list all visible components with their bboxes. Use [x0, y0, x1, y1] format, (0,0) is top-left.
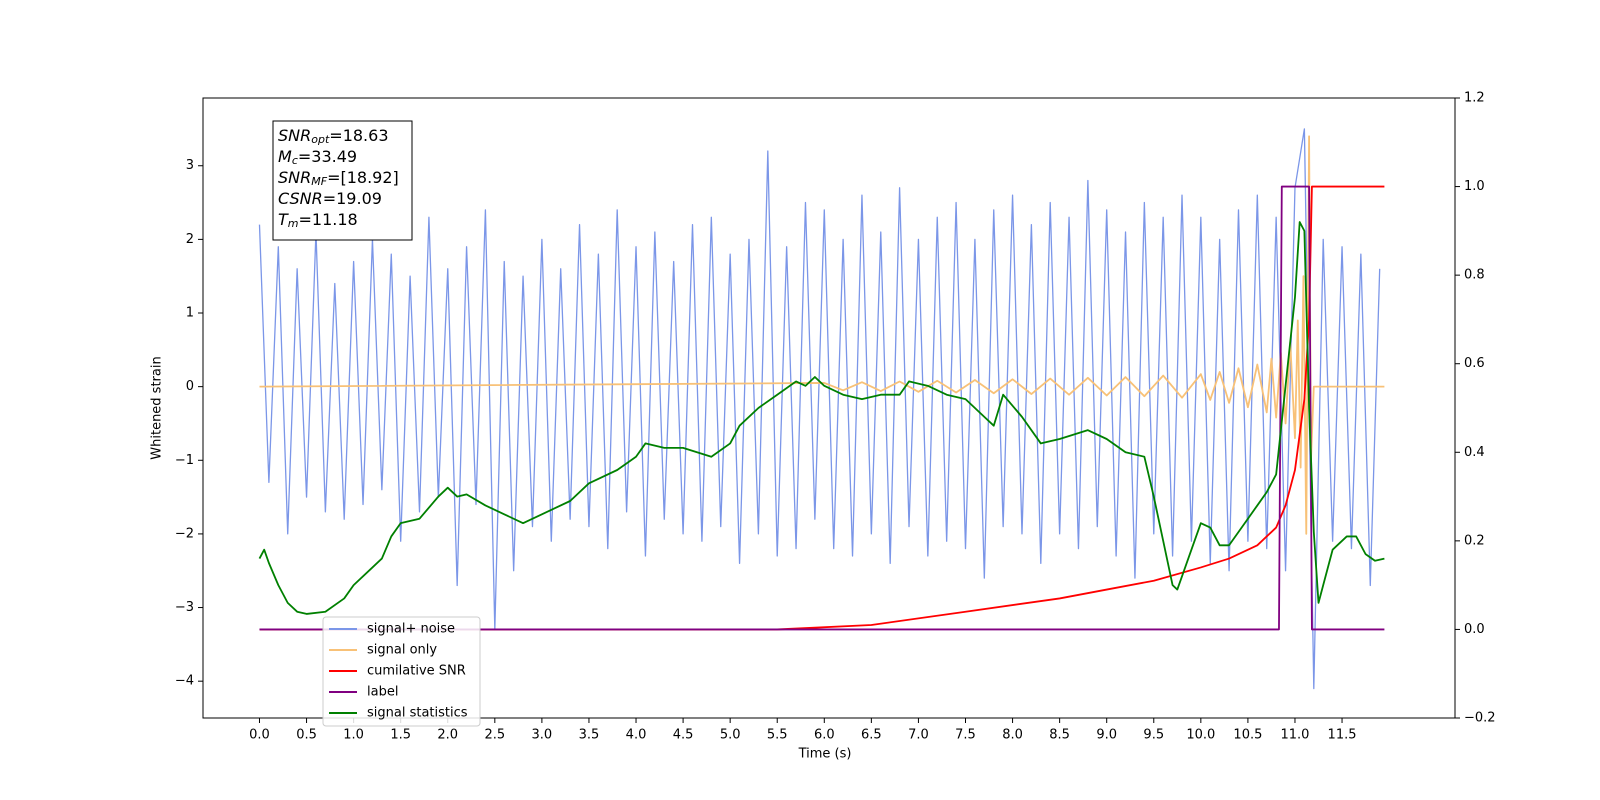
x-tick-label: 4.5	[673, 728, 694, 743]
x-tick-label: 6.0	[814, 728, 835, 743]
x-tick-label: 1.5	[390, 728, 411, 743]
annotation-symbol: SNR	[278, 168, 311, 187]
x-tick-label: 3.0	[532, 728, 553, 743]
annotation-line: Tm=11.18	[278, 210, 358, 231]
annotation-symbol: SNR	[278, 126, 311, 145]
x-tick-label: 11.5	[1328, 728, 1357, 743]
y2-tick-label: 0.8	[1464, 268, 1485, 283]
annotation-line: Mc=33.49	[278, 147, 357, 168]
x-tick-label: 5.0	[720, 728, 741, 743]
x-tick-label: 7.0	[908, 728, 929, 743]
x-tick-label: 11.0	[1280, 728, 1309, 743]
x-tick-label: 3.5	[579, 728, 600, 743]
x-tick-label: 4.0	[626, 728, 647, 743]
y2-tick-label: 1.0	[1464, 179, 1485, 194]
x-tick-label: 7.5	[955, 728, 976, 743]
annotation-subscript: m	[288, 217, 299, 230]
annotation-symbol: M	[278, 147, 292, 166]
x-tick-label: 10.5	[1233, 728, 1262, 743]
annotation-value: =18.63	[329, 126, 388, 145]
x-tick-label: 8.0	[1002, 728, 1023, 743]
x-tick-label: 0.5	[296, 728, 317, 743]
x-tick-label: 8.5	[1049, 728, 1070, 743]
y-tick-label: −4	[175, 674, 194, 689]
x-tick-label: 0.0	[249, 728, 270, 743]
annotation-subscript: opt	[311, 133, 330, 146]
x-tick-label: 6.5	[861, 728, 882, 743]
legend-label: signal+ noise	[367, 622, 455, 637]
annotation-line: CSNR=19.09	[278, 189, 382, 208]
x-tick-label: 9.5	[1143, 728, 1164, 743]
series-line	[259, 185, 1385, 631]
annotation-box	[272, 120, 413, 241]
y2-tick-label: 0.4	[1464, 445, 1485, 460]
x-tick-label: 9.0	[1096, 728, 1117, 743]
y-tick-label: −3	[175, 600, 194, 615]
annotation-value: =19.09	[323, 189, 382, 208]
y-tick-label: 3	[186, 158, 194, 173]
x-tick-label: 10.0	[1186, 728, 1215, 743]
x-axis-label: Time (s)	[798, 747, 852, 762]
legend-box	[322, 616, 481, 727]
legend-label: signal only	[367, 643, 437, 658]
series-line	[259, 185, 1385, 631]
y-tick-label: −1	[175, 453, 194, 468]
legend-label: signal statistics	[367, 706, 468, 721]
annotation-subscript: MF	[311, 175, 327, 188]
series-line	[259, 135, 1385, 535]
annotation-value: =11.18	[299, 210, 358, 229]
x-tick-label: 2.0	[437, 728, 458, 743]
annotation-value: =[18.92]	[327, 168, 399, 187]
series-line	[258, 128, 1381, 690]
y2-tick-label: 0.0	[1464, 622, 1485, 637]
x-tick-label: 2.5	[484, 728, 505, 743]
y-axis-label: Whitened strain	[150, 356, 165, 459]
y2-tick-label: −0.2	[1464, 711, 1496, 726]
annotation-symbol: T	[278, 210, 289, 229]
legend-label: label	[367, 685, 398, 700]
y-tick-label: 0	[186, 379, 194, 394]
y-tick-label: 1	[186, 306, 194, 321]
series-line	[258, 221, 1385, 615]
annotation-subscript: c	[292, 154, 298, 167]
y-tick-label: 2	[186, 232, 194, 247]
annotation-symbol: CSNR	[278, 189, 323, 208]
x-tick-label: 1.0	[343, 728, 364, 743]
annotation-line: SNRopt=18.63	[278, 126, 389, 147]
annotation-value: =33.49	[298, 147, 357, 166]
annotation-line: SNRMF=[18.92]	[278, 168, 399, 189]
y2-tick-label: 0.6	[1464, 356, 1485, 371]
y2-tick-label: 0.2	[1464, 533, 1485, 548]
legend-label: cumilative SNR	[367, 664, 466, 679]
axes-frame	[202, 97, 1456, 719]
y-tick-label: −2	[175, 526, 194, 541]
x-tick-label: 5.5	[767, 728, 788, 743]
y2-tick-label: 1.2	[1464, 91, 1485, 106]
